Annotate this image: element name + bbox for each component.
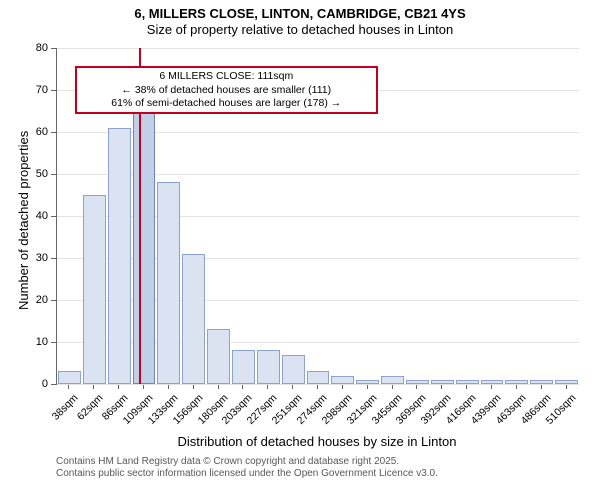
gridline <box>57 384 579 385</box>
histogram-bar <box>505 380 528 384</box>
title-line1: 6, MILLERS CLOSE, LINTON, CAMBRIDGE, CB2… <box>0 6 600 22</box>
plot-area: 6 MILLERS CLOSE: 111sqm← 38% of detached… <box>56 48 579 385</box>
ytick-label: 10 <box>18 336 48 348</box>
histogram-bar <box>207 329 230 384</box>
histogram-bar <box>232 350 255 384</box>
ytick-label: 50 <box>18 168 48 180</box>
ytick-mark <box>51 132 56 133</box>
histogram-bar <box>530 380 553 384</box>
histogram-bar <box>282 355 305 384</box>
ytick-label: 60 <box>18 126 48 138</box>
ytick-mark <box>51 174 56 175</box>
ytick-label: 30 <box>18 252 48 264</box>
ytick-label: 20 <box>18 294 48 306</box>
histogram-bar <box>108 128 131 384</box>
annotation-line1: 6 MILLERS CLOSE: 111sqm <box>83 70 370 83</box>
annotation-line2: ← 38% of detached houses are smaller (11… <box>83 84 370 97</box>
footer-line1: Contains HM Land Registry data © Crown c… <box>56 456 438 468</box>
title-block: 6, MILLERS CLOSE, LINTON, CAMBRIDGE, CB2… <box>0 0 600 39</box>
histogram-bar <box>555 380 578 384</box>
ytick-mark <box>51 300 56 301</box>
ytick-mark <box>51 384 56 385</box>
ytick-mark <box>51 258 56 259</box>
ytick-mark <box>51 90 56 91</box>
histogram-bar <box>356 380 379 384</box>
ytick-label: 40 <box>18 210 48 222</box>
x-axis-label: Distribution of detached houses by size … <box>56 434 578 449</box>
annotation-line3: 61% of semi-detached houses are larger (… <box>83 97 370 110</box>
histogram-bar <box>182 254 205 384</box>
ytick-label: 70 <box>18 84 48 96</box>
ytick-mark <box>51 342 56 343</box>
histogram-bar <box>381 376 404 384</box>
histogram-bar <box>257 350 280 384</box>
footer-line2: Contains public sector information licen… <box>56 468 438 480</box>
annotation-box: 6 MILLERS CLOSE: 111sqm← 38% of detached… <box>75 66 378 113</box>
histogram-bar <box>307 371 330 384</box>
ytick-label: 80 <box>18 42 48 54</box>
histogram-bar <box>58 371 81 384</box>
footer-attribution: Contains HM Land Registry data © Crown c… <box>56 456 438 480</box>
histogram-bar <box>406 380 429 384</box>
gridline <box>57 48 579 49</box>
chart-container: 6, MILLERS CLOSE, LINTON, CAMBRIDGE, CB2… <box>0 0 600 500</box>
histogram-bar <box>431 380 454 384</box>
histogram-bar <box>157 182 180 384</box>
ytick-label: 0 <box>18 378 48 390</box>
title-line2: Size of property relative to detached ho… <box>0 22 600 38</box>
histogram-bar <box>481 380 504 384</box>
ytick-mark <box>51 48 56 49</box>
histogram-bar <box>331 376 354 384</box>
histogram-bar <box>83 195 106 384</box>
histogram-bar <box>456 380 479 384</box>
ytick-mark <box>51 216 56 217</box>
histogram-bar-highlight <box>133 103 156 384</box>
